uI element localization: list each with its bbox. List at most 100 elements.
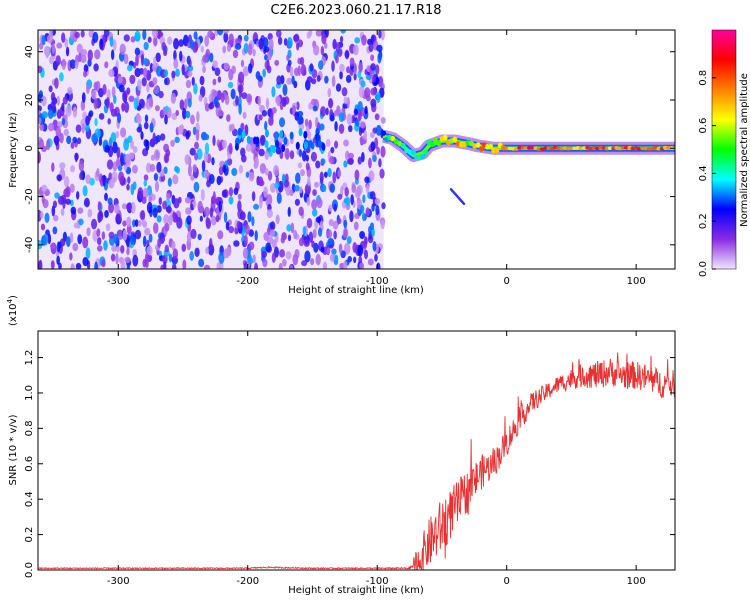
noise-speck: [335, 54, 339, 64]
noise-speck: [242, 66, 249, 77]
noise-speck: [182, 259, 187, 269]
noise-speck: [54, 77, 59, 89]
noise-speck: [175, 68, 180, 77]
noise-speck: [203, 206, 210, 217]
noise-speck: [297, 162, 303, 169]
noise-speck: [236, 220, 242, 229]
noise-speck: [331, 60, 335, 72]
noise-speck: [252, 48, 256, 57]
noise-speck: [263, 46, 270, 53]
noise-speck: [187, 97, 192, 108]
noise-speck: [328, 98, 333, 109]
noise-speck: [376, 146, 380, 155]
noise-speck: [317, 227, 323, 237]
noise-speck: [148, 233, 153, 243]
noise-speck: [99, 38, 104, 50]
noise-speck: [90, 218, 98, 230]
noise-speck: [330, 146, 335, 154]
noise-speck: [161, 42, 167, 51]
noise-speck: [379, 168, 385, 179]
noise-speck: [62, 96, 68, 105]
noise-speck: [321, 33, 327, 45]
noise-speck: [101, 231, 106, 240]
noise-speck: [166, 192, 171, 201]
noise-speck: [46, 34, 54, 44]
noise-speck: [195, 129, 200, 142]
noise-speck: [209, 52, 214, 63]
noise-speck: [127, 176, 131, 184]
noise-speck: [334, 140, 339, 149]
noise-speck: [297, 65, 301, 77]
noise-speck: [203, 264, 211, 269]
noise-speck: [70, 263, 75, 269]
noise-speck: [134, 47, 141, 56]
noise-speck: [51, 162, 55, 172]
noise-speck: [155, 52, 161, 63]
noise-speck: [307, 176, 311, 187]
noise-speck: [328, 218, 334, 227]
noise-speck: [94, 261, 98, 269]
noise-speck: [327, 238, 334, 246]
signal-blob: [488, 143, 494, 150]
noise-speck: [140, 131, 144, 140]
noise-speck: [311, 240, 315, 248]
snr-series-line: [38, 352, 675, 570]
noise-speck: [266, 65, 272, 74]
noise-speck: [144, 114, 149, 123]
noise-speck: [199, 215, 203, 222]
noise-speck: [72, 242, 79, 252]
noise-speck: [96, 245, 103, 252]
noise-speck: [378, 30, 382, 39]
noise-speck: [222, 30, 230, 34]
noise-speck: [83, 197, 90, 208]
noise-speck: [207, 30, 214, 39]
noise-speck: [53, 135, 60, 145]
snr-y-tick-label: 0.2: [24, 527, 35, 543]
noise-speck: [228, 142, 233, 155]
noise-speck: [48, 122, 55, 132]
noise-speck: [191, 76, 195, 86]
noise-speck: [173, 50, 177, 61]
noise-speck: [358, 85, 365, 98]
noise-band-speck: [295, 141, 300, 150]
noise-speck: [108, 69, 115, 78]
noise-speck: [78, 160, 85, 172]
noise-speck: [146, 83, 150, 93]
noise-speck: [184, 196, 191, 204]
noise-speck: [88, 110, 94, 118]
noise-speck: [163, 50, 168, 57]
noise-speck: [365, 184, 370, 194]
noise-speck: [287, 234, 292, 242]
noise-speck: [96, 228, 101, 237]
noise-speck: [110, 108, 118, 117]
noise-speck: [240, 122, 245, 131]
noise-speck: [76, 137, 82, 145]
colorbar: 0.0 0.2 0.4 0.6 0.8 Normalized spectral ampl…: [698, 29, 750, 277]
noise-speck: [245, 143, 252, 152]
noise-speck: [370, 141, 376, 152]
noise-speck: [289, 264, 294, 269]
noise-speck: [40, 223, 46, 231]
noise-speck: [122, 220, 127, 227]
noise-speck: [353, 72, 357, 81]
noise-speck: [38, 151, 41, 164]
noise-speck: [82, 256, 89, 267]
noise-speck: [38, 65, 43, 74]
noise-speck: [206, 180, 211, 188]
noise-speck: [238, 103, 242, 115]
signal-blob: [390, 135, 396, 142]
noise-speck: [339, 35, 344, 43]
noise-speck: [343, 160, 348, 168]
noise-speck: [69, 183, 75, 193]
colorbar-label: Normalized spectral amplitude: [739, 73, 750, 227]
noise-speck: [172, 174, 179, 185]
noise-speck: [360, 80, 366, 88]
noise-speck: [371, 227, 375, 238]
noise-speck: [326, 247, 331, 254]
noise-speck: [109, 36, 114, 47]
noise-speck: [257, 95, 261, 107]
noise-speck: [61, 102, 65, 112]
noise-speck: [163, 166, 168, 175]
noise-speck: [193, 31, 198, 40]
noise-speck: [153, 173, 159, 182]
